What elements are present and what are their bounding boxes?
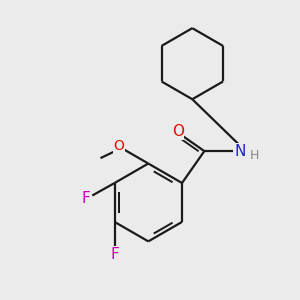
Text: N: N [234, 144, 246, 159]
Text: O: O [113, 140, 124, 153]
Text: F: F [110, 247, 119, 262]
Text: O: O [172, 124, 184, 140]
Text: H: H [250, 149, 259, 162]
Text: F: F [81, 191, 90, 206]
